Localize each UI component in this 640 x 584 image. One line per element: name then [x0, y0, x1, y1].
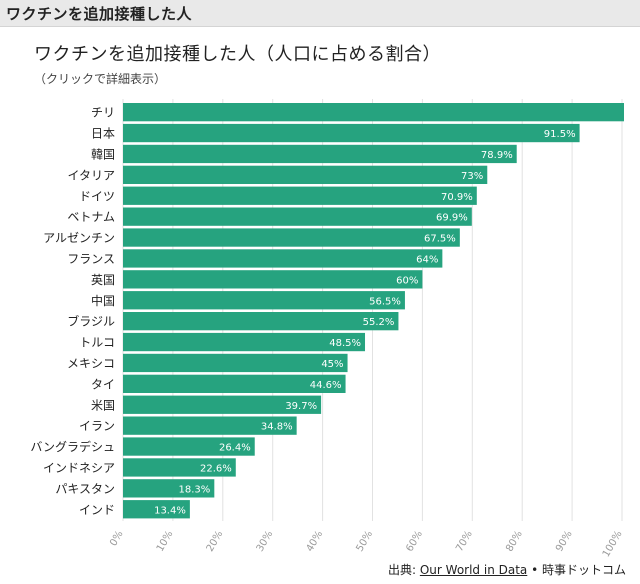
bar[interactable]	[123, 416, 297, 435]
category-label: ドイツ	[79, 189, 115, 203]
category-label: アルゼンチン	[43, 231, 115, 245]
value-label: 39.7%	[285, 401, 317, 412]
bar[interactable]	[123, 312, 399, 331]
category-label: トルコ	[79, 336, 115, 350]
bar[interactable]	[123, 123, 580, 143]
category-label: 米国	[91, 398, 115, 412]
chart-subtitle[interactable]: （クリックで詳細表示）	[34, 72, 167, 86]
category-label: チリ	[91, 106, 115, 120]
bar[interactable]	[123, 291, 405, 310]
x-tick-label: 80%	[504, 529, 525, 554]
category-label: バングラデシュ	[30, 439, 115, 454]
bar[interactable]	[123, 374, 346, 393]
bar[interactable]	[123, 437, 255, 456]
value-label: 55.2%	[363, 317, 395, 328]
bar[interactable]	[123, 479, 215, 498]
value-label: 44.6%	[310, 380, 342, 391]
bar[interactable]	[123, 270, 423, 289]
x-tick-label: 30%	[255, 529, 276, 554]
x-tick-label: 20%	[205, 529, 226, 554]
category-label: 英国	[91, 273, 115, 287]
value-label: 56.5%	[369, 296, 401, 307]
category-label: イラン	[79, 419, 115, 433]
bar[interactable]	[123, 103, 624, 122]
bar[interactable]	[123, 165, 488, 184]
chart-title: ワクチンを追加接種した人（人口に占める割合）	[34, 44, 441, 65]
x-tick-label: 70%	[454, 529, 475, 554]
category-label: メキシコ	[67, 356, 115, 370]
category-label: インド	[79, 503, 115, 517]
value-label: 22.6%	[200, 463, 232, 474]
value-label: 34.8%	[261, 422, 293, 433]
value-label: 48.5%	[329, 338, 361, 349]
value-label: 70.9%	[441, 192, 473, 203]
category-label: イタリア	[67, 168, 115, 182]
source-prefix: 出典:	[388, 563, 420, 577]
x-tick-label: 50%	[354, 529, 375, 554]
bar[interactable]	[123, 500, 190, 519]
x-tick-label: 40%	[305, 529, 326, 554]
bar[interactable]	[123, 395, 322, 414]
source-credit: 出典: Our World in Data • 時事ドットコム	[388, 561, 626, 578]
bar[interactable]	[123, 332, 366, 352]
x-tick-label: 0%	[108, 529, 125, 548]
bar[interactable]	[123, 186, 477, 205]
category-label: 中国	[91, 293, 115, 308]
value-label: 45%	[321, 359, 343, 370]
bar[interactable]	[123, 207, 472, 226]
value-label: 60%	[396, 275, 418, 286]
bar[interactable]	[123, 228, 460, 247]
category-label: ブラジル	[67, 314, 115, 329]
category-label: 日本	[91, 127, 115, 141]
value-label: 73%	[461, 171, 483, 182]
value-label: 78.9%	[481, 150, 513, 161]
category-label: パキスタン	[55, 482, 115, 496]
category-label: インドネシア	[43, 461, 115, 475]
bar[interactable]	[123, 249, 443, 268]
bar[interactable]	[123, 458, 236, 477]
source-link[interactable]: Our World in Data	[419, 563, 528, 577]
value-label: 67.5%	[424, 234, 456, 245]
value-label: 26.4%	[219, 443, 251, 454]
value-label: 18.3%	[179, 484, 211, 495]
source-suffix: • 時事ドットコム	[527, 563, 626, 577]
x-tick-label: 60%	[404, 529, 425, 554]
value-label: 13.4%	[154, 505, 186, 516]
category-label: ベトナム	[67, 210, 115, 224]
x-tick-label: 100%	[601, 529, 625, 559]
category-label: タイ	[91, 377, 115, 391]
bar[interactable]	[123, 144, 517, 164]
value-label: 64%	[416, 254, 438, 265]
bar[interactable]	[123, 353, 348, 373]
value-label: 91.5%	[544, 129, 576, 140]
x-tick-label: 10%	[155, 529, 176, 554]
header-bar: ワクチンを追加接種した人	[0, 0, 640, 27]
value-label: 69.9%	[436, 213, 468, 224]
header-title: ワクチンを追加接種した人	[6, 5, 193, 23]
category-label: フランス	[67, 252, 115, 266]
x-tick-label: 90%	[554, 529, 575, 554]
category-label: 韓国	[91, 147, 115, 161]
